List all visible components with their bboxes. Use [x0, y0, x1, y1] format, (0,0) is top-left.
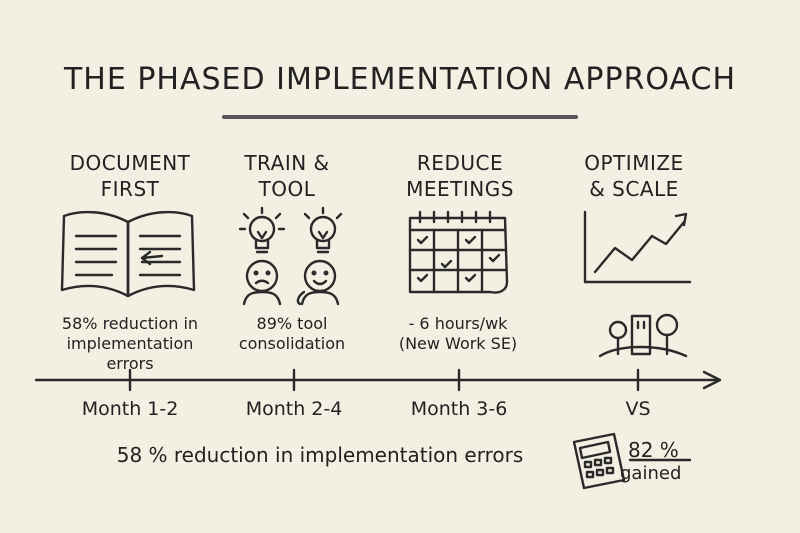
- growth-chart-icon: [583, 210, 692, 284]
- phase-3-stat-line2: (New Work SE): [398, 334, 518, 353]
- summary-text: 58 % reduction in implementation errors: [116, 443, 524, 467]
- phase-3-title-line2: MEETINGS: [406, 177, 514, 201]
- phase-1-stat-line2: implementation: [66, 334, 194, 353]
- phase-3-stat-line1: - 6 hours/wk: [408, 314, 508, 333]
- calculator-icon: [572, 432, 692, 490]
- phase-2-title: TRAIN & TOOL: [197, 150, 377, 202]
- phase-4-title: OPTIMIZE & SCALE: [544, 150, 724, 202]
- phase-2-stat-line1: 89% tool: [256, 314, 328, 333]
- phase-1-title-line1: DOCUMENT: [69, 151, 191, 175]
- phase-1-title: DOCUMENT FIRST: [40, 150, 220, 202]
- tick-label-3: Month 3-6: [410, 398, 508, 420]
- phase-1-stat-line3: errors: [106, 354, 154, 373]
- phase-3-title: REDUCE MEETINGS: [370, 150, 550, 202]
- calendar-icon: [408, 210, 509, 294]
- phase-2-title-line2: TOOL: [258, 177, 316, 201]
- open-book-icon: [60, 210, 196, 298]
- people-lightbulb-icon: [238, 206, 343, 306]
- castle-trees-icon: [598, 313, 688, 358]
- timeline-axis: [34, 368, 722, 392]
- tick-label-2: Month 2-4: [245, 398, 343, 420]
- title-underline: [222, 115, 578, 119]
- phase-4-title-line2: & SCALE: [589, 177, 679, 201]
- phase-2-title-line1: TRAIN &: [244, 151, 330, 175]
- tick-label-1: Month 1-2: [81, 398, 179, 420]
- diagram-title: THE PHASED IMPLEMENTATION APPROACH: [63, 62, 737, 97]
- phase-1-stat: 58% reduction in implementation errors: [30, 314, 230, 374]
- phase-4-title-line1: OPTIMIZE: [584, 151, 684, 175]
- tick-label-4: VS: [625, 398, 651, 420]
- phase-2-stat-line2: consolidation: [238, 334, 346, 353]
- phase-1-stat-line1: 58% reduction in: [61, 314, 199, 333]
- gain-value: 82 %: [628, 438, 679, 462]
- phase-3-stat: - 6 hours/wk (New Work SE): [358, 314, 558, 354]
- phase-2-stat: 89% tool consolidation: [192, 314, 392, 354]
- phase-3-title-line1: REDUCE: [416, 151, 504, 175]
- phase-1-title-line2: FIRST: [100, 177, 160, 201]
- gain-label: gained: [620, 463, 682, 484]
